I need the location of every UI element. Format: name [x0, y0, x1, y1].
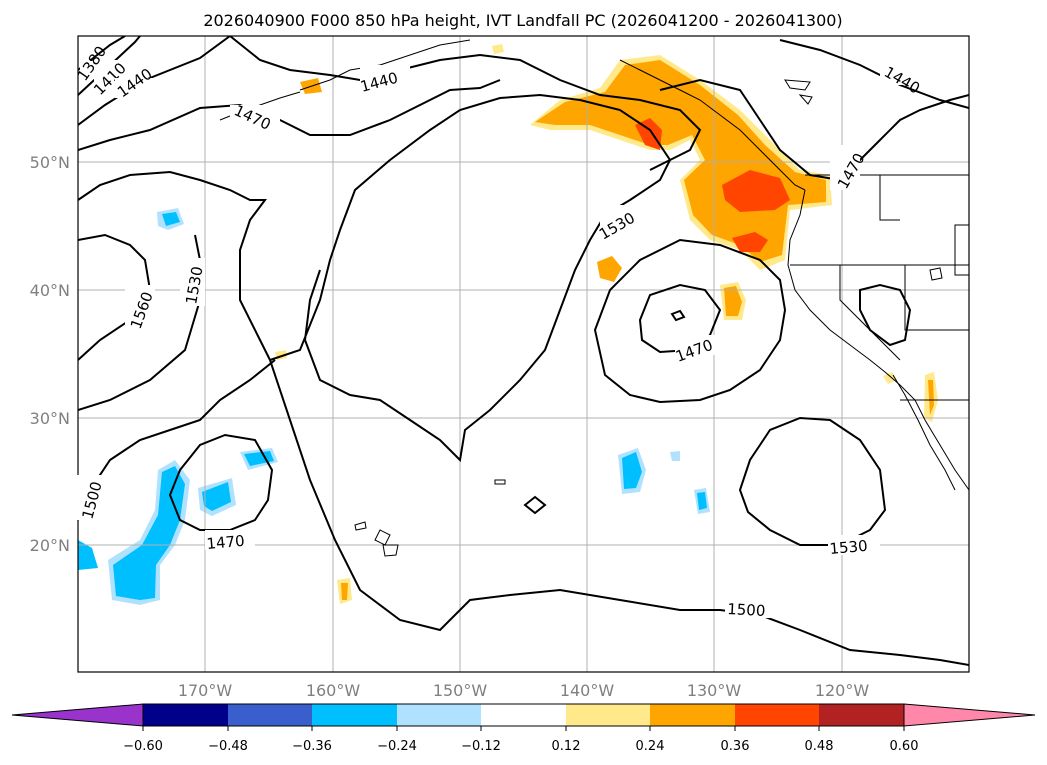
coastlines — [219, 39, 969, 557]
lon-label: 160°W — [306, 681, 361, 700]
colorbar-segment — [312, 704, 397, 726]
contour-label: 1530 — [829, 537, 869, 558]
colorbar-tick-label: 0.48 — [805, 739, 834, 754]
colorbar-tick-label: −0.36 — [292, 739, 332, 754]
colorbar-tick-label: −0.48 — [208, 739, 248, 754]
colorbar-tick-label: 0.24 — [636, 739, 665, 754]
lon-label: 120°W — [815, 681, 870, 700]
lat-label: 40°N — [30, 281, 70, 300]
graticule — [78, 36, 969, 672]
colorbar-segment — [566, 704, 650, 726]
lon-label: 150°W — [433, 681, 488, 700]
colorbar: −0.60 −0.48 −0.36 −0.24 −0.12 0.12 0.24 … — [11, 703, 1036, 754]
contour-label: 1470 — [206, 532, 246, 553]
colorbar-segment — [819, 704, 904, 726]
lon-label: 130°W — [687, 681, 742, 700]
lat-label: 50°N — [30, 153, 70, 172]
map-area — [78, 36, 969, 672]
latitude-labels: 50°N 40°N 30°N 20°N — [30, 153, 70, 555]
colorbar-segment — [228, 704, 312, 726]
map-border — [77, 35, 970, 673]
colorbar-tick-label: −0.24 — [377, 739, 417, 754]
colorbar-extend-low — [11, 703, 144, 727]
colorbar-segment — [650, 704, 735, 726]
ivt-positive-areas — [275, 44, 938, 604]
colorbar-segment — [735, 704, 819, 726]
colorbar-tick-label: −0.60 — [123, 739, 163, 754]
lat-label: 30°N — [30, 409, 70, 428]
colorbar-tick-label: 0.60 — [890, 739, 919, 754]
colorbar-tick-label: 0.36 — [721, 739, 750, 754]
map-title: 2026040900 F000 850 hPa height, IVT Land… — [203, 11, 842, 30]
lon-label: 170°W — [178, 681, 233, 700]
longitude-labels: 170°W 160°W 150°W 140°W 130°W 120°W — [178, 681, 870, 700]
colorbar-extend-high — [903, 703, 1036, 727]
colorbar-segment — [143, 704, 228, 726]
lon-label: 140°W — [560, 681, 615, 700]
colorbar-tick-label: −0.12 — [461, 739, 501, 754]
colorbar-segment — [481, 704, 566, 726]
colorbar-segment — [397, 704, 481, 726]
contour-label: 1500 — [727, 600, 766, 620]
lat-label: 20°N — [30, 536, 70, 555]
colorbar-tick-label: 0.12 — [552, 739, 581, 754]
